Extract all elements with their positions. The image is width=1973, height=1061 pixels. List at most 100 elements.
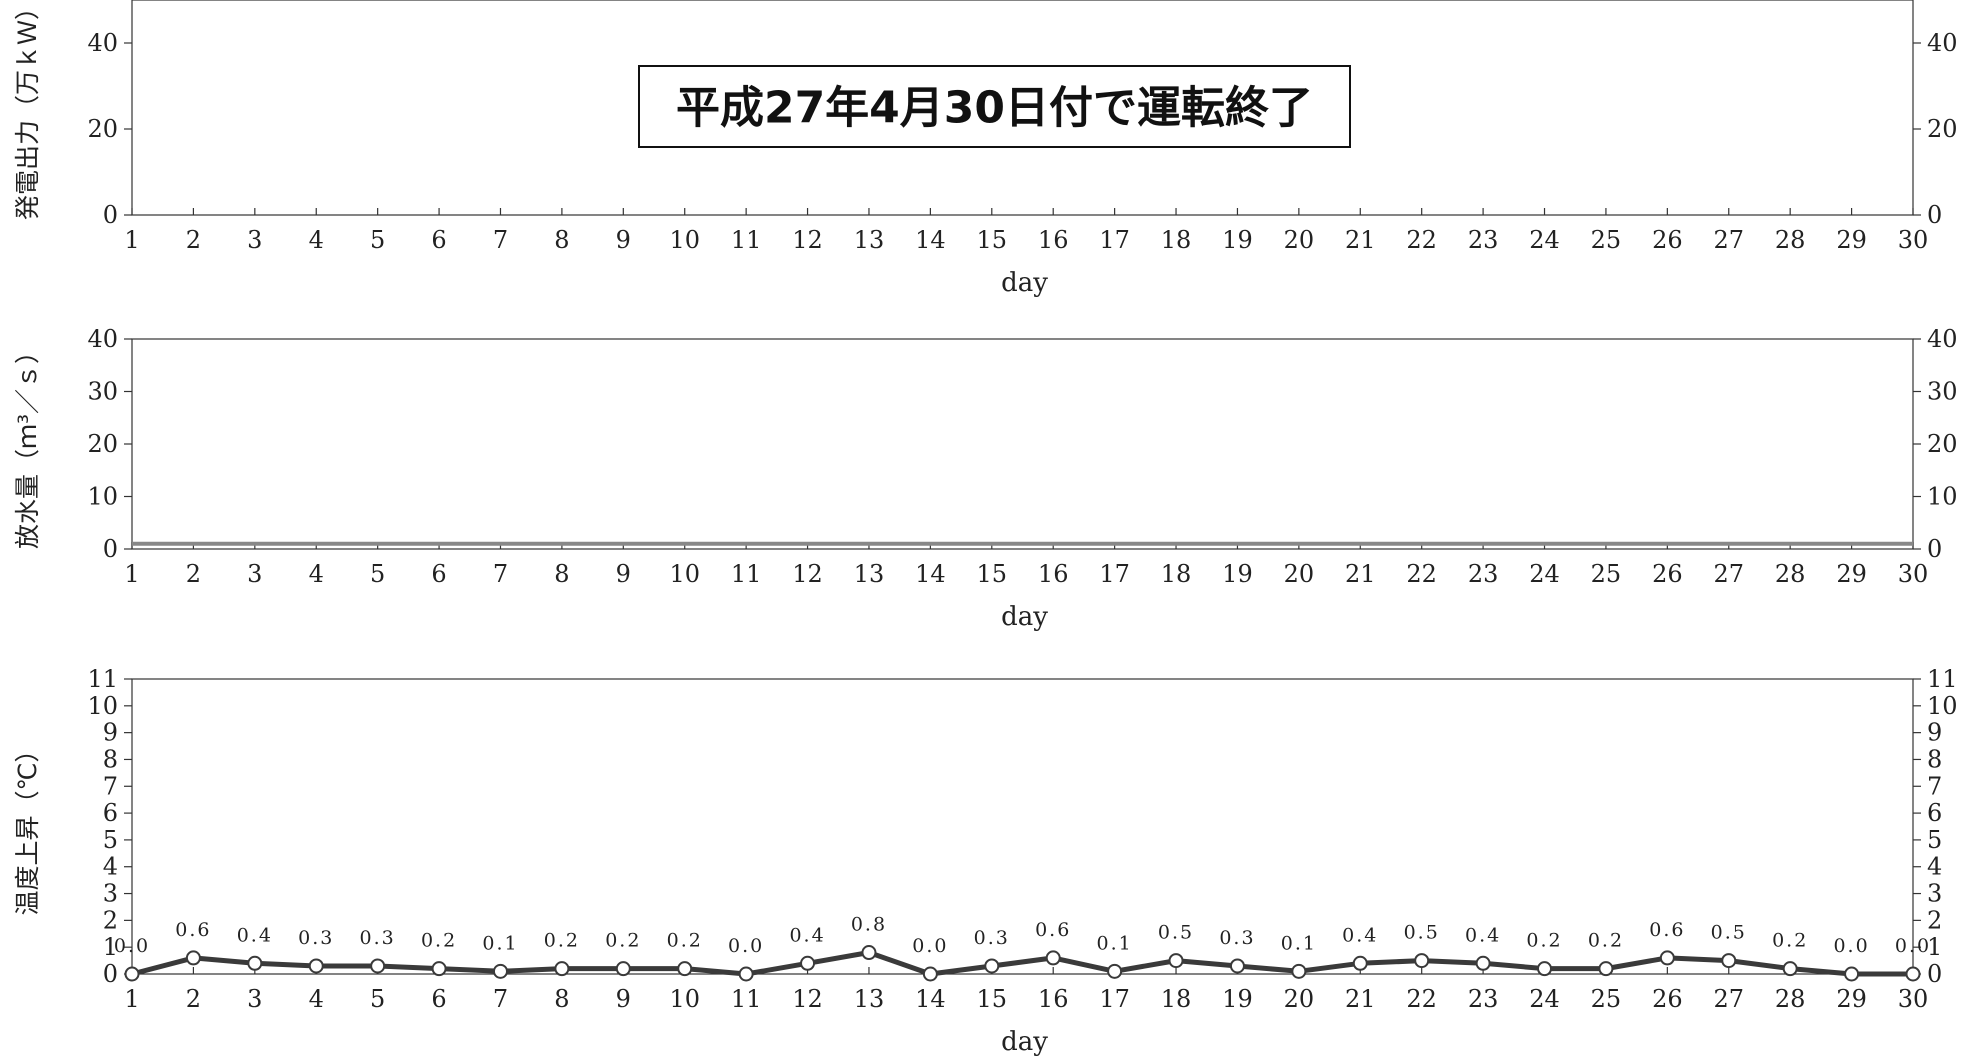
y-axis-label: 放水量（ｍ³／ｓ）	[13, 339, 42, 549]
x-tick-label: 18	[1161, 560, 1192, 588]
y-tick-label-left: 0	[103, 960, 118, 988]
x-tick-label: 10	[669, 560, 700, 588]
data-label: 0.4	[1465, 924, 1501, 946]
x-tick-label: 29	[1836, 985, 1867, 1013]
data-label: 0.8	[851, 914, 887, 936]
x-tick-label: 5	[370, 985, 385, 1013]
data-point	[922, 966, 938, 982]
y-tick-label-left: 3	[103, 880, 118, 908]
x-tick-label: 13	[854, 560, 885, 588]
data-point	[861, 945, 877, 961]
y-axis-label: 温度上昇（℃）	[13, 737, 42, 915]
x-tick-label: 6	[431, 985, 446, 1013]
x-tick-label: 19	[1222, 226, 1253, 254]
data-point	[1844, 966, 1860, 982]
data-point	[431, 961, 447, 977]
x-tick-label: 15	[977, 985, 1008, 1013]
x-tick-label: 8	[554, 226, 569, 254]
x-tick-label: 4	[309, 985, 324, 1013]
y-tick-label-left: 20	[87, 430, 118, 458]
x-tick-label: 13	[854, 985, 885, 1013]
data-label: 0.2	[1588, 930, 1624, 952]
y-tick-label-right: 20	[1927, 430, 1958, 458]
y-tick-label-left: 7	[103, 772, 118, 800]
x-tick-label: 6	[431, 560, 446, 588]
x-tick-label: 23	[1468, 226, 1499, 254]
x-tick-label: 11	[731, 226, 762, 254]
x-axis-label: day	[1001, 602, 1048, 632]
data-label: 0.0	[912, 935, 948, 957]
annotation-box	[638, 65, 1351, 148]
data-point	[1905, 966, 1921, 982]
y-tick-label-right: 30	[1927, 378, 1958, 406]
x-tick-label: 25	[1591, 560, 1622, 588]
x-tick-label: 12	[792, 985, 823, 1013]
data-label: 0.6	[1649, 919, 1685, 941]
x-tick-label: 21	[1345, 226, 1376, 254]
data-point	[677, 961, 693, 977]
x-tick-label: 2	[186, 560, 201, 588]
data-point	[185, 950, 201, 966]
data-label: 0.3	[298, 927, 334, 949]
data-point	[1229, 958, 1245, 974]
data-point	[1107, 963, 1123, 979]
data-label: 0.2	[544, 930, 580, 952]
y-tick-label-left: 4	[103, 853, 118, 881]
x-tick-label: 9	[616, 985, 631, 1013]
x-tick-label: 20	[1284, 560, 1315, 588]
y-tick-label-right: 3	[1927, 880, 1942, 908]
plot-area	[131, 0, 1914, 216]
data-point	[1721, 953, 1737, 969]
x-tick-label: 27	[1713, 226, 1744, 254]
x-tick-label: 26	[1652, 226, 1683, 254]
x-tick-label: 25	[1591, 226, 1622, 254]
y-tick-label-right: 10	[1927, 692, 1958, 720]
x-tick-label: 17	[1099, 985, 1130, 1013]
data-point	[800, 955, 816, 971]
data-label: 0.5	[1711, 922, 1747, 944]
x-tick-label: 19	[1222, 985, 1253, 1013]
data-point	[308, 958, 324, 974]
x-tick-label: 17	[1099, 226, 1130, 254]
data-point	[615, 961, 631, 977]
y-tick-label-left: 40	[87, 29, 118, 57]
x-tick-label: 18	[1161, 985, 1192, 1013]
x-tick-label: 26	[1652, 560, 1683, 588]
data-label: 0.2	[667, 930, 703, 952]
x-tick-label: 3	[247, 226, 262, 254]
y-tick-label-right: 9	[1927, 719, 1942, 747]
x-tick-label: 19	[1222, 560, 1253, 588]
x-tick-label: 15	[977, 560, 1008, 588]
x-tick-label: 10	[669, 985, 700, 1013]
y-tick-label-right: 0	[1927, 960, 1942, 988]
x-tick-label: 7	[493, 226, 508, 254]
y-tick-label-left: 10	[87, 483, 118, 511]
data-label: 0.1	[482, 932, 518, 954]
y-tick-label-left: 5	[103, 826, 118, 854]
x-tick-label: 22	[1406, 226, 1437, 254]
x-tick-label: 27	[1713, 560, 1744, 588]
y-tick-label-left: 30	[87, 378, 118, 406]
y-tick-label-left: 11	[87, 665, 118, 693]
x-tick-label: 17	[1099, 560, 1130, 588]
x-tick-label: 24	[1529, 985, 1560, 1013]
x-tick-label: 12	[792, 560, 823, 588]
x-tick-label: 3	[247, 560, 262, 588]
x-tick-label: 23	[1468, 985, 1499, 1013]
x-tick-label: 7	[493, 560, 508, 588]
data-label: 0.1	[1281, 932, 1317, 954]
x-tick-label: 7	[493, 985, 508, 1013]
x-tick-label: 22	[1406, 985, 1437, 1013]
data-point	[492, 963, 508, 979]
x-tick-label: 21	[1345, 560, 1376, 588]
x-tick-label: 29	[1836, 560, 1867, 588]
y-tick-label-left: 0	[103, 201, 118, 229]
x-tick-label: 18	[1161, 226, 1192, 254]
x-tick-label: 28	[1775, 985, 1806, 1013]
x-tick-label: 23	[1468, 560, 1499, 588]
x-tick-label: 1	[124, 226, 139, 254]
data-label: 0.1	[1097, 932, 1133, 954]
data-label: 0.0	[114, 935, 150, 957]
y-tick-label-right: 5	[1927, 826, 1942, 854]
